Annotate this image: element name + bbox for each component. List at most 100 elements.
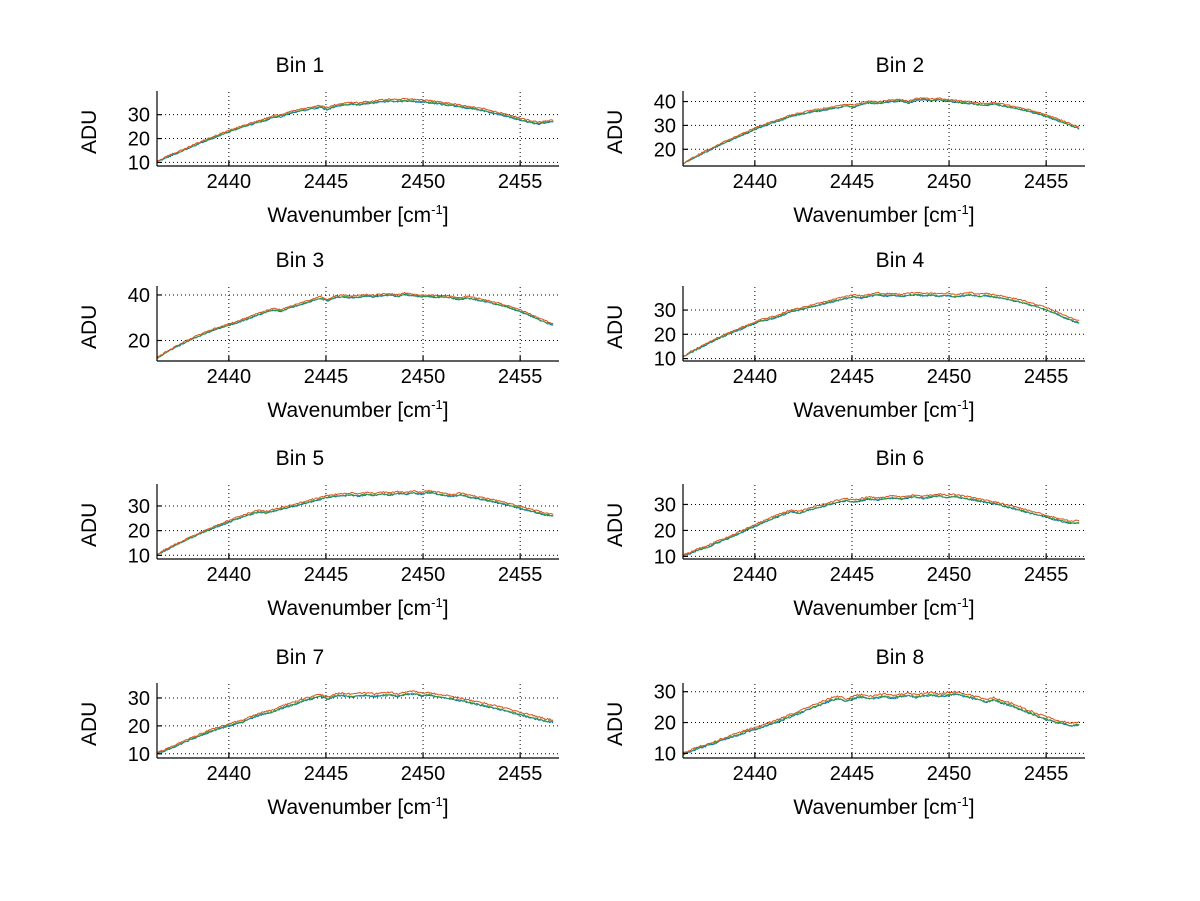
- x-tick-label: 2450: [927, 366, 972, 388]
- series-line-3: [156, 489, 554, 555]
- series-line-3: [156, 690, 554, 754]
- y-tick-label: 10: [128, 152, 150, 174]
- x-axis-label: Wavenumber [cm-1]: [584, 397, 1184, 423]
- series-line-3: [682, 97, 1080, 165]
- series-line-2: [156, 491, 554, 556]
- y-tick-label: 20: [654, 139, 676, 161]
- y-tick-label: 10: [654, 743, 676, 765]
- series-line-2: [156, 293, 554, 359]
- series-line-2: [682, 692, 1080, 756]
- x-tick-label: 2455: [1024, 763, 1069, 785]
- x-tick-label: 2445: [304, 171, 349, 193]
- x-axis-label-exponent: -1: [431, 202, 443, 217]
- x-tick-label: 2440: [207, 366, 252, 388]
- x-axis-label-exponent: -1: [957, 397, 969, 412]
- x-tick-label: 2450: [401, 171, 446, 193]
- gridlines: [683, 684, 1085, 758]
- x-axis-label-prefix: Wavenumber [cm: [267, 204, 432, 227]
- x-axis-label: Wavenumber [cm-1]: [584, 203, 1184, 228]
- y-axis-label: ADU: [78, 304, 101, 349]
- x-axis-label-prefix: Wavenumber [cm: [793, 597, 958, 620]
- y-tick-label: 30: [128, 496, 150, 518]
- x-tick-label: 2455: [1024, 366, 1069, 388]
- x-tick-label: 2450: [401, 763, 446, 785]
- gridlines: [157, 485, 559, 559]
- x-tick-label: 2445: [830, 171, 875, 193]
- y-tick-label: 20: [128, 331, 150, 353]
- y-tick-label: 40: [654, 92, 676, 114]
- y-axis-label: ADU: [604, 502, 627, 547]
- series-line-2: [682, 293, 1080, 357]
- x-axis-label-exponent: -1: [431, 794, 443, 809]
- x-tick-label: 2445: [830, 763, 875, 785]
- panel-bin-1: Bin 1 2440 2445 2450 2455 10 20 30 ADU Wavenumber…: [0, 48, 600, 248]
- x-axis-label-exponent: -1: [431, 595, 443, 610]
- panel-bin-5: Bin 5 2440 2445 2450 2455 10 20 30 ADU Wavenumber…: [0, 441, 600, 641]
- axes-area: 2440 2445 2450 2455 20 40: [128, 285, 559, 388]
- x-axis-label-exponent: -1: [957, 794, 969, 809]
- x-tick-label: 2440: [207, 171, 252, 193]
- x-axis-label-exponent: -1: [431, 397, 443, 412]
- x-axis-label-suffix: ]: [968, 597, 975, 620]
- gridlines: [157, 287, 559, 361]
- series-line-2: [682, 98, 1080, 165]
- series-line-2: [682, 494, 1080, 557]
- series-line-3: [156, 291, 554, 358]
- y-tick-label: 10: [654, 349, 676, 371]
- y-tick-label: 20: [128, 716, 150, 738]
- series-line-3: [156, 97, 554, 162]
- series-line-1: [156, 100, 554, 163]
- panel-bin-2: Bin 2 2440 2445 2450 2455 20 30 40 ADU Wavenumber…: [600, 48, 1200, 248]
- y-axis-label: ADU: [604, 109, 627, 154]
- panel-title: Bin 8: [875, 646, 925, 669]
- x-tick-label: 2440: [733, 763, 778, 785]
- x-axis-label-suffix: ]: [442, 399, 449, 422]
- panel-bin-7: Bin 7 2440 2445 2450 2455 10 20 30 ADU Wavenumber…: [0, 640, 600, 840]
- x-axis-label: Wavenumber [cm-1]: [584, 794, 1184, 820]
- panel-title: Bin 7: [275, 646, 325, 669]
- series-line-2: [156, 692, 554, 754]
- y-tick-label: 20: [654, 520, 676, 542]
- x-tick-label: 2455: [498, 171, 543, 193]
- series-line-3: [682, 291, 1080, 357]
- panel-bin-3: Bin 3 2440 2445 2450 2455 20 40 ADU Wavenumber […: [0, 243, 600, 443]
- x-tick-label: 2450: [927, 763, 972, 785]
- y-tick-label: 30: [654, 494, 676, 516]
- y-tick-label: 10: [128, 545, 150, 567]
- x-axis-label: Wavenumber [cm-1]: [58, 595, 658, 621]
- y-axis-label: ADU: [78, 502, 101, 547]
- x-tick-label: 2445: [304, 763, 349, 785]
- x-axis-label: Wavenumber [cm-1]: [58, 794, 658, 820]
- panel-bin-6: Bin 6 2440 2445 2450 2455 10 20 30 ADU Wavenumber…: [600, 441, 1200, 641]
- x-tick-label: 2450: [927, 564, 972, 586]
- y-tick-label: 30: [654, 115, 676, 137]
- y-tick-label: 30: [654, 682, 676, 704]
- x-tick-label: 2450: [927, 171, 972, 193]
- x-axis-label-suffix: ]: [968, 204, 975, 227]
- x-tick-label: 2450: [401, 366, 446, 388]
- x-axis-label-suffix: ]: [968, 399, 975, 422]
- y-tick-label: 20: [128, 129, 150, 151]
- panel-title: Bin 5: [275, 447, 325, 470]
- panel-bin-8: Bin 8 2440 2445 2450 2455 10 20 30 ADU Wavenumber…: [600, 640, 1200, 840]
- x-axis-label-suffix: ]: [968, 796, 975, 819]
- gridlines: [683, 485, 1085, 559]
- gridlines: [683, 287, 1085, 361]
- x-tick-label: 2455: [498, 564, 543, 586]
- y-tick-label: 20: [654, 324, 676, 346]
- panel-title: Bin 3: [275, 249, 325, 272]
- x-tick-label: 2445: [304, 564, 349, 586]
- x-axis-label-prefix: Wavenumber [cm: [793, 204, 958, 227]
- x-axis-label-prefix: Wavenumber [cm: [793, 399, 958, 422]
- y-tick-label: 30: [128, 688, 150, 710]
- gridlines: [157, 92, 559, 166]
- x-axis-label-prefix: Wavenumber [cm: [267, 597, 432, 620]
- x-tick-label: 2440: [207, 763, 252, 785]
- y-tick-label: 30: [128, 105, 150, 127]
- x-axis-label: Wavenumber [cm-1]: [584, 596, 1184, 621]
